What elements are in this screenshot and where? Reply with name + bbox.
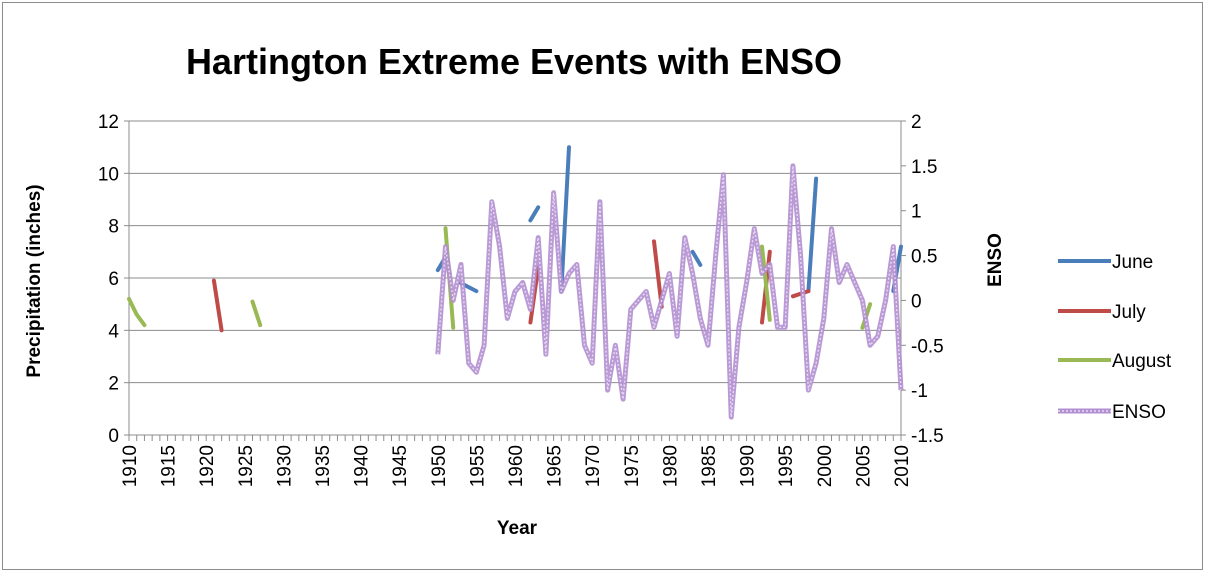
x-tick-label: 1930 <box>274 445 295 487</box>
june-segment <box>559 145 571 294</box>
left-tick-label: 6 <box>108 269 119 290</box>
legend: June July August ENSO <box>1058 252 1172 423</box>
x-tick-label: 1975 <box>622 445 643 487</box>
x-tick-label: 1960 <box>506 445 527 487</box>
july-segment <box>211 278 224 333</box>
left-tick-label: 8 <box>108 217 119 238</box>
x-axis-ticks: 1910 1915 1920 1925 1930 1935 1940 1945 1950 1955… <box>120 435 913 487</box>
june-segment <box>690 249 703 267</box>
x-tick-label: 1995 <box>776 445 797 487</box>
chart-title: Hartington Extreme Events with ENSO <box>186 41 842 82</box>
x-tick-label: 1970 <box>583 445 604 487</box>
x-tick-label: 1980 <box>660 445 681 487</box>
enso-line-texture <box>437 165 902 418</box>
x-tick-label: 1955 <box>467 445 488 487</box>
plot-area <box>127 145 904 420</box>
left-axis-title: Precipitation (inches) <box>24 184 45 377</box>
august-segment <box>250 299 263 328</box>
right-tick-label: 1 <box>911 202 922 223</box>
x-tick-label: 1990 <box>738 445 759 487</box>
x-tick-label: 1935 <box>313 445 334 487</box>
x-tick-label: 1910 <box>120 445 141 487</box>
right-tick-label: 1.5 <box>911 157 937 178</box>
left-tick-label: 0 <box>108 426 119 447</box>
x-tick-label: 2005 <box>853 445 874 487</box>
august-segment <box>127 296 147 328</box>
x-tick-label: 1915 <box>159 445 180 487</box>
june-segment <box>806 176 819 294</box>
left-tick-label: 12 <box>98 112 119 133</box>
right-tick-label: -1 <box>911 381 928 402</box>
x-tick-label: 1985 <box>699 445 720 487</box>
legend-label-enso: ENSO <box>1112 402 1166 423</box>
legend-label-july: July <box>1112 302 1146 323</box>
x-axis-title: Year <box>497 518 538 539</box>
x-tick-label: 2010 <box>892 445 913 487</box>
x-tick-label: 1945 <box>390 445 411 487</box>
right-axis-title: ENSO <box>985 233 1006 287</box>
right-axis-ticks: -1.5 -1 -0.5 0 0.5 1 1.5 2 <box>901 112 944 447</box>
june-segment <box>528 205 541 223</box>
legend-label-june: June <box>1112 252 1153 273</box>
right-tick-label: 0 <box>911 291 922 312</box>
right-tick-label: -1.5 <box>911 426 944 447</box>
left-axis-ticks: 0 2 4 6 8 10 12 <box>98 112 129 447</box>
enso-line <box>435 163 904 420</box>
august-segment <box>760 244 772 322</box>
right-tick-label: -0.5 <box>911 336 944 357</box>
x-tick-label: 1965 <box>545 445 566 487</box>
x-tick-label: 1950 <box>429 445 450 487</box>
left-tick-label: 4 <box>108 321 119 342</box>
right-tick-label: 0.5 <box>911 247 937 268</box>
x-tick-label: 1920 <box>197 445 218 487</box>
gridlines <box>128 120 902 436</box>
x-tick-label: 1925 <box>236 445 257 487</box>
right-tick-label: 2 <box>911 112 922 133</box>
left-tick-label: 10 <box>98 164 119 185</box>
legend-label-august: August <box>1112 351 1172 372</box>
left-tick-label: 2 <box>108 374 119 395</box>
chart-svg: Hartington Extreme Events with ENSO 0 2 4 6… <box>24 41 1172 539</box>
x-tick-label: 2000 <box>815 445 836 487</box>
x-tick-label: 1940 <box>352 445 373 487</box>
